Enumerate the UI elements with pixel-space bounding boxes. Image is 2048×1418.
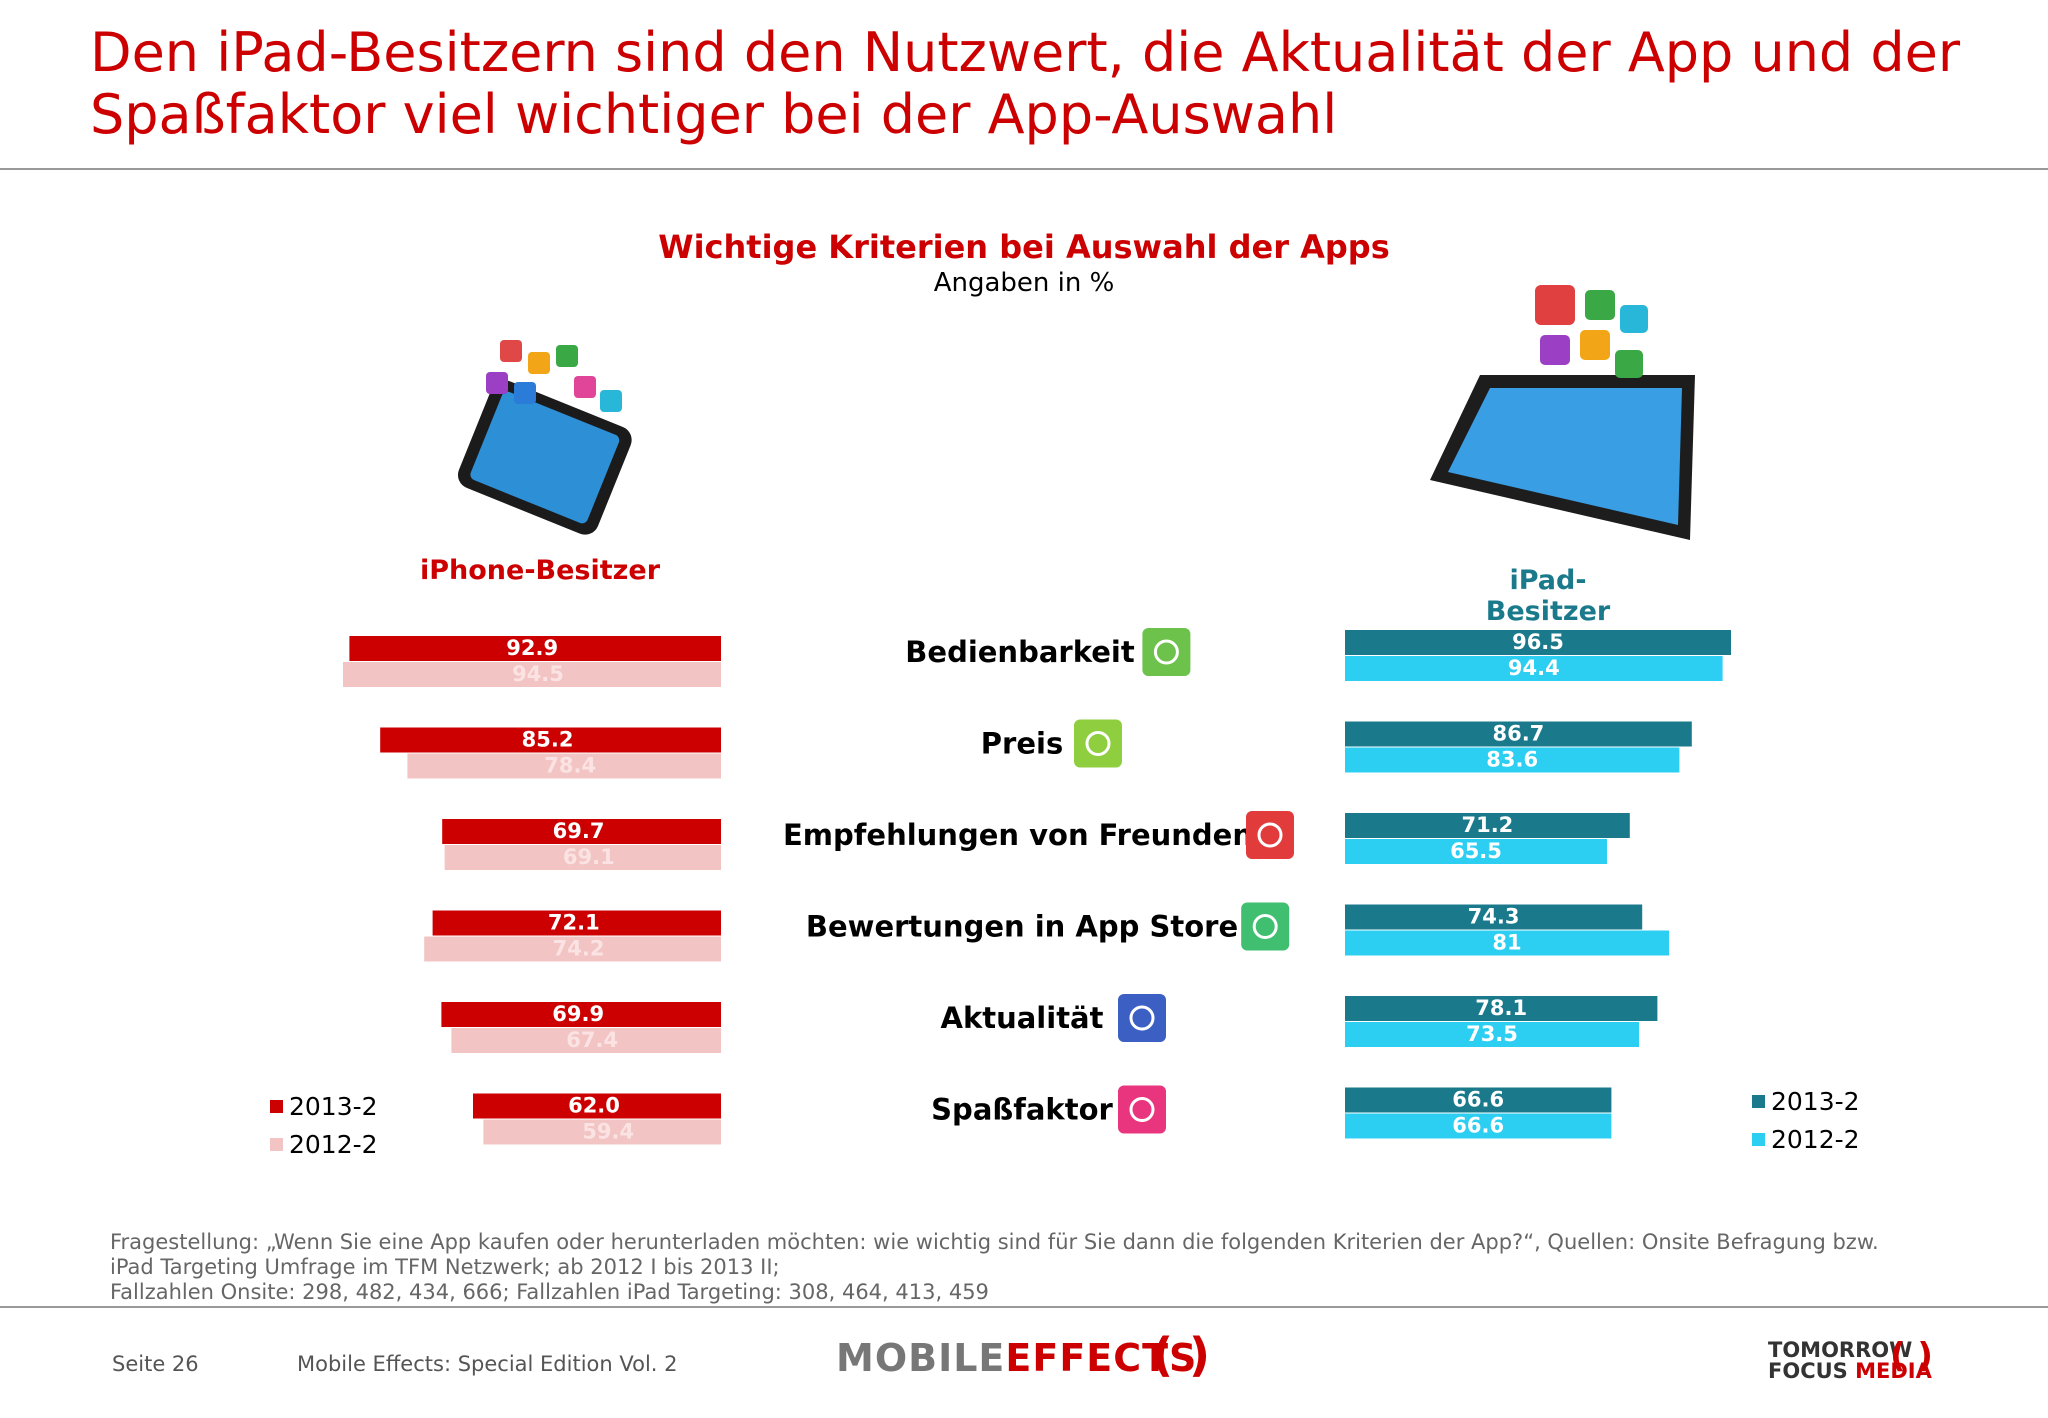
category-label: Preis xyxy=(981,727,1063,761)
data-label: 71.2 xyxy=(1461,813,1513,837)
legend-label: 2013-2 xyxy=(1771,1087,1860,1116)
legend-iphone-2013: 2013-2 xyxy=(270,1092,378,1121)
music-note-icon-glyph xyxy=(1129,1097,1155,1122)
page-title: Den iPad-Besitzern sind den Nutzwert, di… xyxy=(90,21,1961,146)
data-label: 78.1 xyxy=(1475,996,1527,1020)
bar-iphone-2013-2 xyxy=(442,819,721,844)
data-label: 62.0 xyxy=(568,1094,620,1118)
legend-ipad-2012: 2012-2 xyxy=(1752,1125,1860,1154)
group-label-iphone: iPhone-Besitzer xyxy=(419,555,661,586)
data-label: 69.7 xyxy=(553,819,605,843)
bar-iphone-2013-2 xyxy=(349,636,721,661)
data-label: 72.1 xyxy=(548,911,600,935)
group-label-ipad: iPad-Besitzer xyxy=(1485,565,1611,627)
shopping-cart-icon-glyph xyxy=(1085,731,1111,756)
info-icon-glyph xyxy=(1257,822,1283,848)
info-icon xyxy=(1246,811,1294,859)
legend-label: 2013-2 xyxy=(289,1092,378,1121)
bar-iphone-2013-2 xyxy=(380,727,721,753)
data-label: 66.6 xyxy=(1452,1088,1504,1112)
footer-divider xyxy=(0,1306,2048,1308)
logo-bracket-icon: ( ) xyxy=(1152,1328,1211,1382)
category-label: Spaßfaktor xyxy=(931,1093,1113,1127)
bar-iphone-2012-2 xyxy=(407,753,721,779)
footnote-line: Fallzahlen Onsite: 298, 482, 434, 666; F… xyxy=(110,1280,989,1304)
legend-swatch xyxy=(270,1099,283,1113)
bar-ipad-2012-2 xyxy=(1345,930,1669,956)
data-label: 65.5 xyxy=(1450,839,1502,863)
page-number: Seite 26 xyxy=(112,1352,199,1376)
category-label: Empfehlungen von Freunden xyxy=(783,818,1253,852)
bar-ipad-2013-2 xyxy=(1345,813,1630,838)
legend-label: 2012-2 xyxy=(289,1130,378,1159)
bar-ipad-2013-2 xyxy=(1345,904,1643,930)
bar-ipad-2013-2 xyxy=(1345,630,1731,655)
bar-ipad-2012-2 xyxy=(1345,839,1607,864)
category-label: Aktualität xyxy=(941,1001,1104,1035)
bar-ipad-2012-2 xyxy=(1345,1113,1612,1139)
shopping-cart-icon xyxy=(1074,719,1122,768)
data-label: 74.2 xyxy=(553,937,605,961)
data-label: 81 xyxy=(1492,931,1521,955)
data-label: 85.2 xyxy=(522,728,574,752)
bar-ipad-2012-2 xyxy=(1345,1022,1639,1047)
legend-swatch xyxy=(270,1137,283,1151)
data-label: 92.9 xyxy=(506,636,558,660)
logo-bracket-icon: ( ) xyxy=(1890,1336,1933,1376)
data-label: 86.7 xyxy=(1492,722,1544,746)
bar-ipad-2012-2 xyxy=(1345,747,1680,773)
bar-iphone-2012-2 xyxy=(343,662,721,687)
tomorrow-focus-media-logo: TOMORROW FOCUS MEDIA xyxy=(1768,1338,1932,1383)
footnote-line: iPad Targeting Umfrage im TFM Netzwerk; … xyxy=(110,1255,780,1279)
data-label: 94.4 xyxy=(1508,656,1560,680)
bar-iphone-2012-2 xyxy=(451,1028,721,1053)
data-label: 73.5 xyxy=(1466,1022,1518,1046)
data-label: 94.5 xyxy=(512,662,564,686)
data-label: 67.4 xyxy=(566,1028,618,1052)
data-label: 96.5 xyxy=(1512,630,1564,654)
globe-icon xyxy=(1118,994,1166,1042)
chart-title: Wichtige Kriterien bei Auswahl der Apps xyxy=(658,228,1390,266)
publication-name: Mobile Effects: Special Edition Vol. 2 xyxy=(297,1352,678,1376)
data-label: 69.1 xyxy=(563,845,615,869)
globe-icon-glyph xyxy=(1129,1005,1155,1031)
data-label: 83.6 xyxy=(1486,748,1538,772)
category-label: Bewertungen in App Store xyxy=(806,910,1238,944)
data-label: 74.3 xyxy=(1468,905,1520,929)
title-divider xyxy=(0,168,2048,170)
legend-iphone-2012: 2012-2 xyxy=(270,1130,378,1159)
chart-subtitle: Angaben in % xyxy=(933,268,1115,298)
music-note-icon xyxy=(1118,1085,1166,1134)
legend-swatch xyxy=(1752,1132,1765,1146)
category-label: Bedienbarkeit xyxy=(905,635,1135,669)
legend-ipad-2013: 2013-2 xyxy=(1752,1087,1860,1116)
bar-iphone-2013-2 xyxy=(441,1002,721,1027)
tools-icon-glyph xyxy=(1153,639,1179,665)
checkmark-icon xyxy=(1241,902,1290,951)
footnote-line: Fragestellung: „Wenn Sie eine App kaufen… xyxy=(110,1230,1879,1254)
tools-icon xyxy=(1142,628,1191,676)
bar-ipad-2013-2 xyxy=(1345,1087,1612,1113)
data-label: 59.4 xyxy=(582,1120,634,1144)
bar-ipad-2013-2 xyxy=(1345,996,1658,1021)
ipad-illustration xyxy=(1430,285,1695,540)
mobile-effects-logo: MOBILEEFFECTS xyxy=(836,1336,1198,1380)
bar-iphone-2012-2 xyxy=(483,1119,721,1145)
checkmark-icon-glyph xyxy=(1252,914,1278,939)
footnote: Fragestellung: „Wenn Sie eine App kaufen… xyxy=(110,1230,1990,1305)
data-label: 66.6 xyxy=(1452,1114,1504,1138)
legend-swatch xyxy=(1752,1094,1765,1108)
bar-iphone-2012-2 xyxy=(424,936,721,962)
bar-iphone-2013-2 xyxy=(473,1093,721,1119)
bar-ipad-2013-2 xyxy=(1345,721,1692,747)
bar-ipad-2012-2 xyxy=(1345,656,1723,681)
data-label: 78.4 xyxy=(544,754,596,778)
bar-iphone-2012-2 xyxy=(444,845,721,870)
legend-label: 2012-2 xyxy=(1771,1125,1860,1154)
data-label: 69.9 xyxy=(552,1002,604,1026)
bar-iphone-2013-2 xyxy=(432,910,721,936)
iphone-illustration xyxy=(457,340,632,535)
